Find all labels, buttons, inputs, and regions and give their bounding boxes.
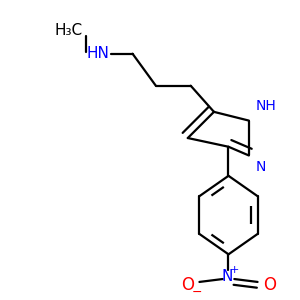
Text: N: N: [221, 268, 233, 284]
Text: −: −: [191, 286, 202, 298]
Text: NH: NH: [256, 99, 277, 113]
Text: H₃C: H₃C: [55, 23, 83, 38]
Text: +: +: [230, 265, 240, 275]
Text: N: N: [256, 160, 266, 174]
Text: O: O: [263, 276, 276, 294]
Text: HN: HN: [86, 46, 109, 61]
Text: O: O: [181, 276, 194, 294]
